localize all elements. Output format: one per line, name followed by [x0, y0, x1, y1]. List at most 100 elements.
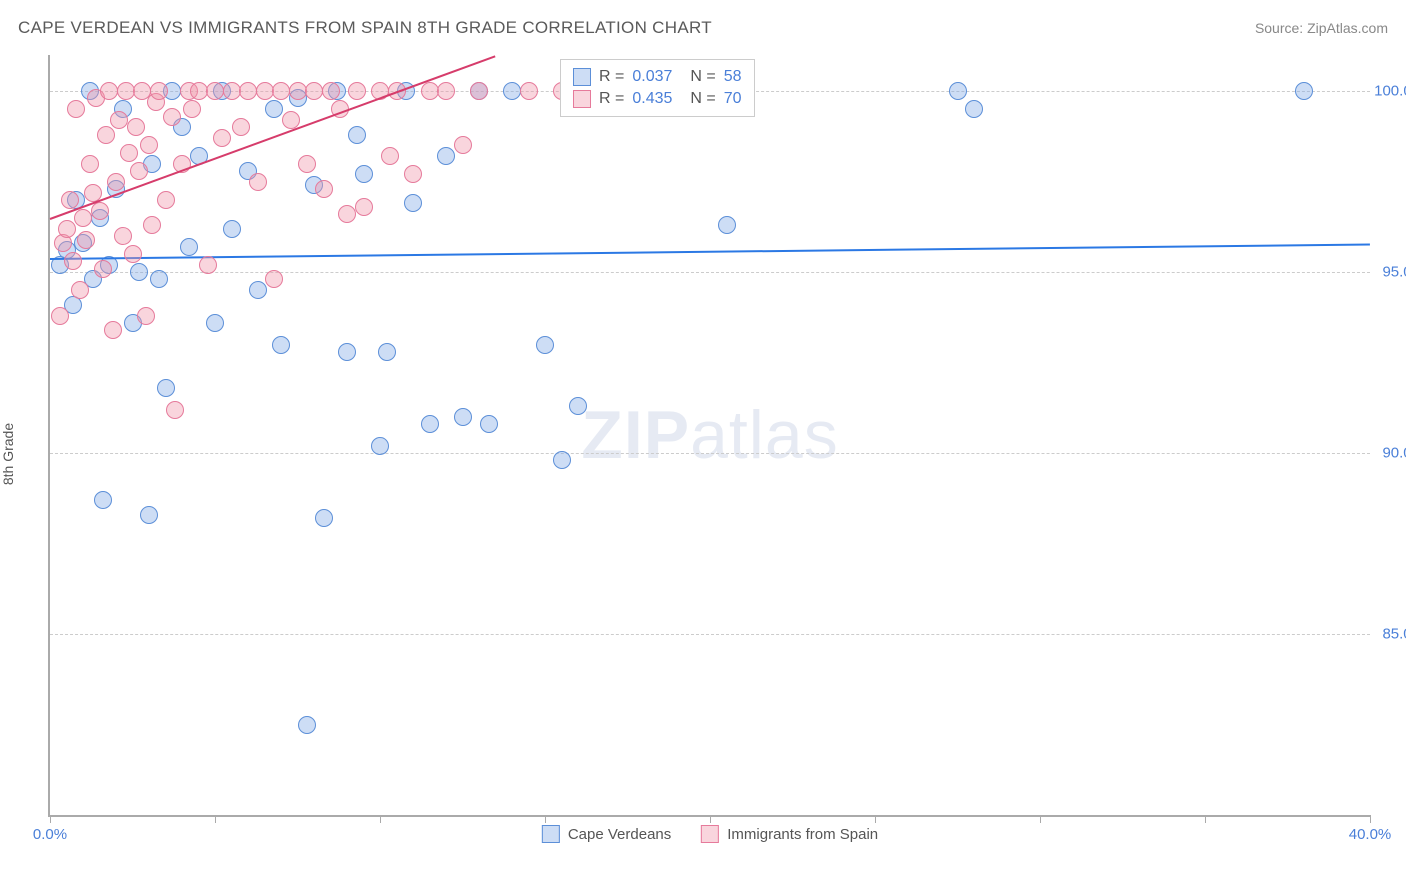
y-tick-label: 85.0%: [1382, 626, 1406, 643]
scatter-point: [223, 82, 241, 100]
scatter-point: [94, 260, 112, 278]
scatter-point: [355, 198, 373, 216]
scatter-point: [104, 321, 122, 339]
stats-row: R =0.037N =58: [573, 66, 742, 88]
scatter-point: [470, 82, 488, 100]
scatter-point: [965, 100, 983, 118]
y-tick-label: 95.0%: [1382, 264, 1406, 281]
scatter-point: [480, 415, 498, 433]
scatter-point: [315, 509, 333, 527]
stats-row: R =0.435N =70: [573, 88, 742, 110]
scatter-point: [117, 82, 135, 100]
trend-line: [50, 55, 496, 220]
legend-item-cape: Cape Verdeans: [542, 825, 671, 843]
scatter-point: [536, 336, 554, 354]
chart-source: Source: ZipAtlas.com: [1255, 20, 1388, 36]
scatter-point: [74, 209, 92, 227]
scatter-point: [718, 216, 736, 234]
scatter-point: [166, 401, 184, 419]
scatter-point: [137, 307, 155, 325]
chart-title: CAPE VERDEAN VS IMMIGRANTS FROM SPAIN 8T…: [18, 18, 712, 38]
scatter-point: [249, 173, 267, 191]
x-tick-mark: [1370, 815, 1371, 823]
scatter-point: [199, 256, 217, 274]
chart-header: CAPE VERDEAN VS IMMIGRANTS FROM SPAIN 8T…: [18, 18, 1388, 38]
scatter-point: [124, 245, 142, 263]
legend-item-spain: Immigrants from Spain: [701, 825, 878, 843]
scatter-point: [421, 415, 439, 433]
gridline-horizontal: [50, 272, 1370, 273]
scatter-point: [272, 336, 290, 354]
scatter-point: [1295, 82, 1313, 100]
scatter-point: [298, 716, 316, 734]
scatter-point: [94, 491, 112, 509]
scatter-point: [338, 205, 356, 223]
scatter-point: [569, 397, 587, 415]
scatter-point: [114, 227, 132, 245]
scatter-point: [315, 180, 333, 198]
scatter-point: [348, 126, 366, 144]
scatter-point: [97, 126, 115, 144]
scatter-point: [249, 281, 267, 299]
scatter-point: [81, 155, 99, 173]
x-tick-mark: [1205, 815, 1206, 823]
scatter-point: [183, 100, 201, 118]
scatter-point: [213, 129, 231, 147]
scatter-point: [100, 82, 118, 100]
scatter-point: [206, 314, 224, 332]
scatter-point: [553, 451, 571, 469]
scatter-point: [127, 118, 145, 136]
x-tick-mark: [875, 815, 876, 823]
scatter-point: [503, 82, 521, 100]
plot-area: ZIPatlas Cape Verdeans Immigrants from S…: [48, 55, 1370, 817]
scatter-point: [454, 408, 472, 426]
scatter-point: [71, 281, 89, 299]
trend-line: [50, 243, 1370, 259]
scatter-point: [58, 220, 76, 238]
scatter-point: [232, 118, 250, 136]
watermark: ZIPatlas: [581, 396, 838, 474]
scatter-point: [223, 220, 241, 238]
scatter-point: [110, 111, 128, 129]
scatter-point: [298, 155, 316, 173]
scatter-point: [256, 82, 274, 100]
scatter-point: [157, 379, 175, 397]
scatter-point: [140, 506, 158, 524]
scatter-point: [64, 252, 82, 270]
scatter-point: [520, 82, 538, 100]
y-axis-label: 8th Grade: [0, 423, 16, 485]
scatter-point: [180, 238, 198, 256]
x-tick-mark: [545, 815, 546, 823]
scatter-point: [190, 82, 208, 100]
scatter-point: [143, 216, 161, 234]
scatter-point: [265, 270, 283, 288]
scatter-point: [437, 147, 455, 165]
scatter-point: [77, 231, 95, 249]
scatter-point: [371, 437, 389, 455]
scatter-point: [421, 82, 439, 100]
x-tick-mark: [50, 815, 51, 823]
scatter-point: [163, 108, 181, 126]
gridline-horizontal: [50, 453, 1370, 454]
x-tick-mark: [215, 815, 216, 823]
x-tick-mark: [710, 815, 711, 823]
x-tick-label: 0.0%: [33, 826, 67, 843]
scatter-point: [404, 165, 422, 183]
scatter-point: [61, 191, 79, 209]
scatter-point: [130, 263, 148, 281]
scatter-point: [150, 82, 168, 100]
x-tick-label: 40.0%: [1349, 826, 1392, 843]
scatter-point: [265, 100, 283, 118]
scatter-point: [437, 82, 455, 100]
scatter-point: [355, 165, 373, 183]
scatter-point: [91, 202, 109, 220]
stats-box: R =0.037N =58R =0.435N =70: [560, 59, 755, 117]
scatter-point: [107, 173, 125, 191]
scatter-point: [272, 82, 290, 100]
scatter-point: [120, 144, 138, 162]
scatter-point: [239, 82, 257, 100]
legend: Cape Verdeans Immigrants from Spain: [542, 825, 878, 843]
scatter-point: [381, 147, 399, 165]
x-tick-mark: [1040, 815, 1041, 823]
scatter-point: [67, 100, 85, 118]
